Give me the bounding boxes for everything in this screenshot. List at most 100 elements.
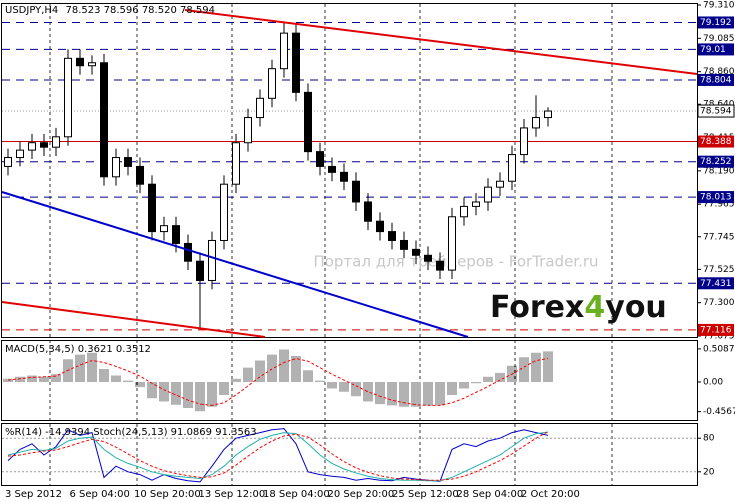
candle-body [208,239,216,281]
candle-body [172,225,180,244]
candle-body [148,183,156,233]
symbol: USDJPY,H4 [5,5,58,16]
candle-body [400,239,408,250]
x-tick-label: 28 Sep 04:00 [457,489,524,500]
level-label: 79.01 [700,45,726,55]
x-tick-label: 10 Sep 20:00 [134,489,201,500]
level-label-box [698,16,734,29]
trend-line [1,301,266,338]
macd-title: MACD(5,34,5) 0.3621 0.3512 [5,344,151,355]
level-label-box [698,43,734,56]
x-tick-label: 20 Sep 20:00 [328,489,395,500]
trend-line [1,191,469,338]
candle-body [472,201,480,207]
candle-body [232,142,240,185]
y-tick-label: 79.310 [703,1,735,11]
level-label: 78.252 [700,157,732,167]
level-label: 79.192 [700,18,732,28]
level-label: 77.116 [700,325,732,335]
candle-body [520,127,528,156]
candle-body [112,157,120,178]
candle-body [484,186,492,203]
y-tick-label: 20 [703,467,715,477]
x-tick-label: 13 Sep 12:00 [199,489,266,500]
candle-body [352,180,360,203]
x-tick-label: 25 Sep 12:00 [392,489,459,500]
candle-body [496,180,504,188]
candle-body [88,62,96,67]
candle-body [316,151,324,167]
y-tick-label: 80 [703,434,715,444]
x-tick-label: 3 Sep 2012 [5,489,62,500]
y-tick-label: 77.525 [703,265,735,275]
logo-part: Forex [490,290,584,325]
macd-panel [1,340,698,421]
level-label-box [698,73,734,86]
level-label-box [698,155,734,168]
current-price-label: 78.594 [700,107,732,117]
y-tick-label: 77.075 [703,332,735,342]
candle-body [256,97,264,119]
candle-body [184,242,192,262]
y-tick-label: 78.860 [703,67,735,77]
level-label: 78.388 [700,137,732,147]
stoch-panel [1,423,698,486]
y-tick-label: 0.5087 [703,344,735,354]
stoch-title: %R(14) -14.9394 Stoch(24,5,13) 91.0869 9… [5,427,257,438]
trend-line [184,9,698,75]
candle-body [100,62,108,178]
candle-body [412,248,420,256]
candle-body [448,216,456,271]
logo-part: you [605,290,667,325]
candle-body [136,165,144,185]
current-price-box [697,104,735,118]
candle-body [220,183,228,241]
level-label: 78.013 [700,193,732,203]
candle-body [376,220,384,233]
candle-body [40,142,48,148]
y-tick-label: 77.300 [703,298,735,308]
x-tick-label: 2 Oct 20:00 [521,489,580,500]
stoch-line [7,431,549,481]
stoch-line [7,428,549,483]
vertical-grid [49,4,613,485]
x-tick-label: 6 Sep 04:00 [70,489,130,500]
x-tick-label: 18 Sep 04:00 [263,489,330,500]
level-label: 77.431 [700,279,732,289]
y-tick-label: 79.085 [703,34,735,44]
candle-body [280,32,288,70]
candle-body [328,165,336,173]
candle-body [436,260,444,271]
y-tick-label: -0.4567 [703,407,735,417]
candle-body [16,149,24,159]
level-label: 78.804 [700,75,732,85]
candle-body [196,260,204,281]
candle-body [544,110,552,119]
candle-body [532,117,540,129]
logo-part: 4 [584,290,605,325]
y-tick-label: 77.745 [703,232,735,242]
ohlc: 78.523 78.596 78.520 78.594 [65,5,215,16]
plot [2,21,697,483]
candle-body [124,157,132,167]
candle-body [460,205,468,218]
candle-body [28,142,36,151]
level-label-box [698,277,734,290]
logo: Forex4you [490,290,667,325]
chart-title: USDJPY,H4 78.523 78.596 78.520 78.594 [5,5,215,16]
level-label-box [698,323,734,336]
y-tick-label: 77.965 [703,200,735,210]
candle-body [52,136,60,148]
stoch-line [7,431,549,482]
candle-body [268,68,276,99]
candle-body [424,254,432,262]
level-label-box [698,191,734,204]
candle-body [160,225,168,233]
y-tick-label: 0.00 [703,377,723,387]
macd-signal [7,358,549,406]
candle-body [388,231,396,241]
candle-body [64,57,72,138]
candle-body [364,201,372,222]
